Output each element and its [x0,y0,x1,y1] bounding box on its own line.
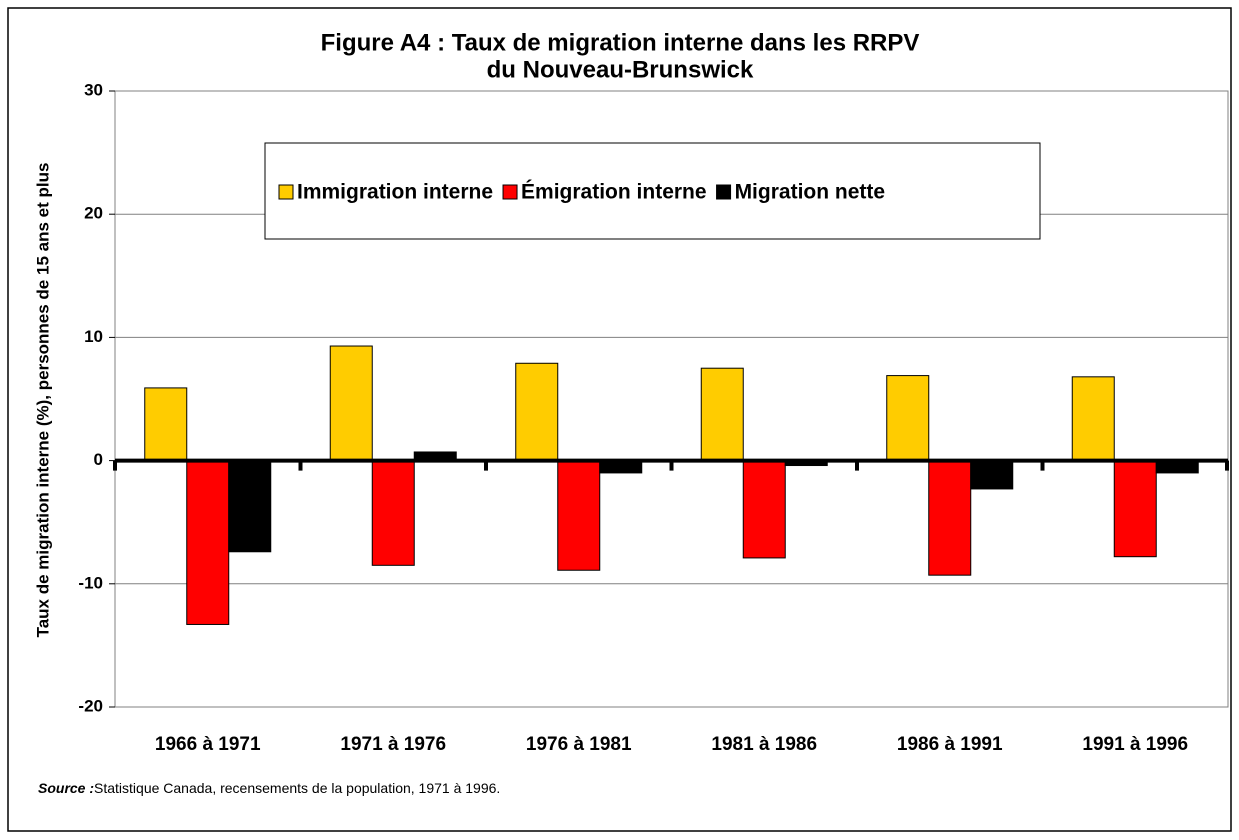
bar [371,460,415,566]
y-tick-label: 30 [84,80,103,99]
legend-box [264,142,1041,240]
legend-label: Émigration interne [521,181,707,204]
y-tick-label: -10 [78,573,103,592]
bar [970,460,1014,490]
y-axis-label: Taux de migration interne (%), personnes… [33,163,52,638]
bar [329,345,373,462]
source: Source :Statistique Canada, recensements… [38,780,500,796]
x-tick-label: 1966 à 1971 [155,734,261,755]
source-text: Statistique Canada, recensements de la p… [94,780,500,796]
bar [886,375,930,462]
bar [186,460,230,625]
legend-swatch [502,184,518,200]
source-label: Source : [38,780,94,796]
y-tick-label: 0 [94,450,103,469]
legend-swatch [716,184,732,200]
chart-title: Figure A4 : Taux de migration interne da… [321,29,920,56]
y-tick-label: 10 [84,327,103,346]
bar [1113,460,1157,558]
legend-label: Migration nette [735,181,886,204]
bar [515,362,559,462]
chart-title: du Nouveau-Brunswick [487,56,754,83]
bar [1071,376,1115,462]
x-tick-label: 1971 à 1976 [340,734,446,755]
x-tick-label: 1991 à 1996 [1082,734,1188,755]
x-tick-label: 1981 à 1986 [711,734,817,755]
bar [557,460,601,571]
legend-swatch [278,184,294,200]
y-tick-label: 20 [84,204,103,223]
x-tick-label: 1976 à 1981 [526,734,632,755]
y-tick-label: -20 [78,696,103,715]
bar [928,460,972,576]
legend-label: Immigration interne [297,181,493,204]
bar [742,460,786,559]
bar [144,387,188,462]
bar [700,367,744,462]
bar [228,460,272,553]
x-tick-label: 1986 à 1991 [897,734,1003,755]
